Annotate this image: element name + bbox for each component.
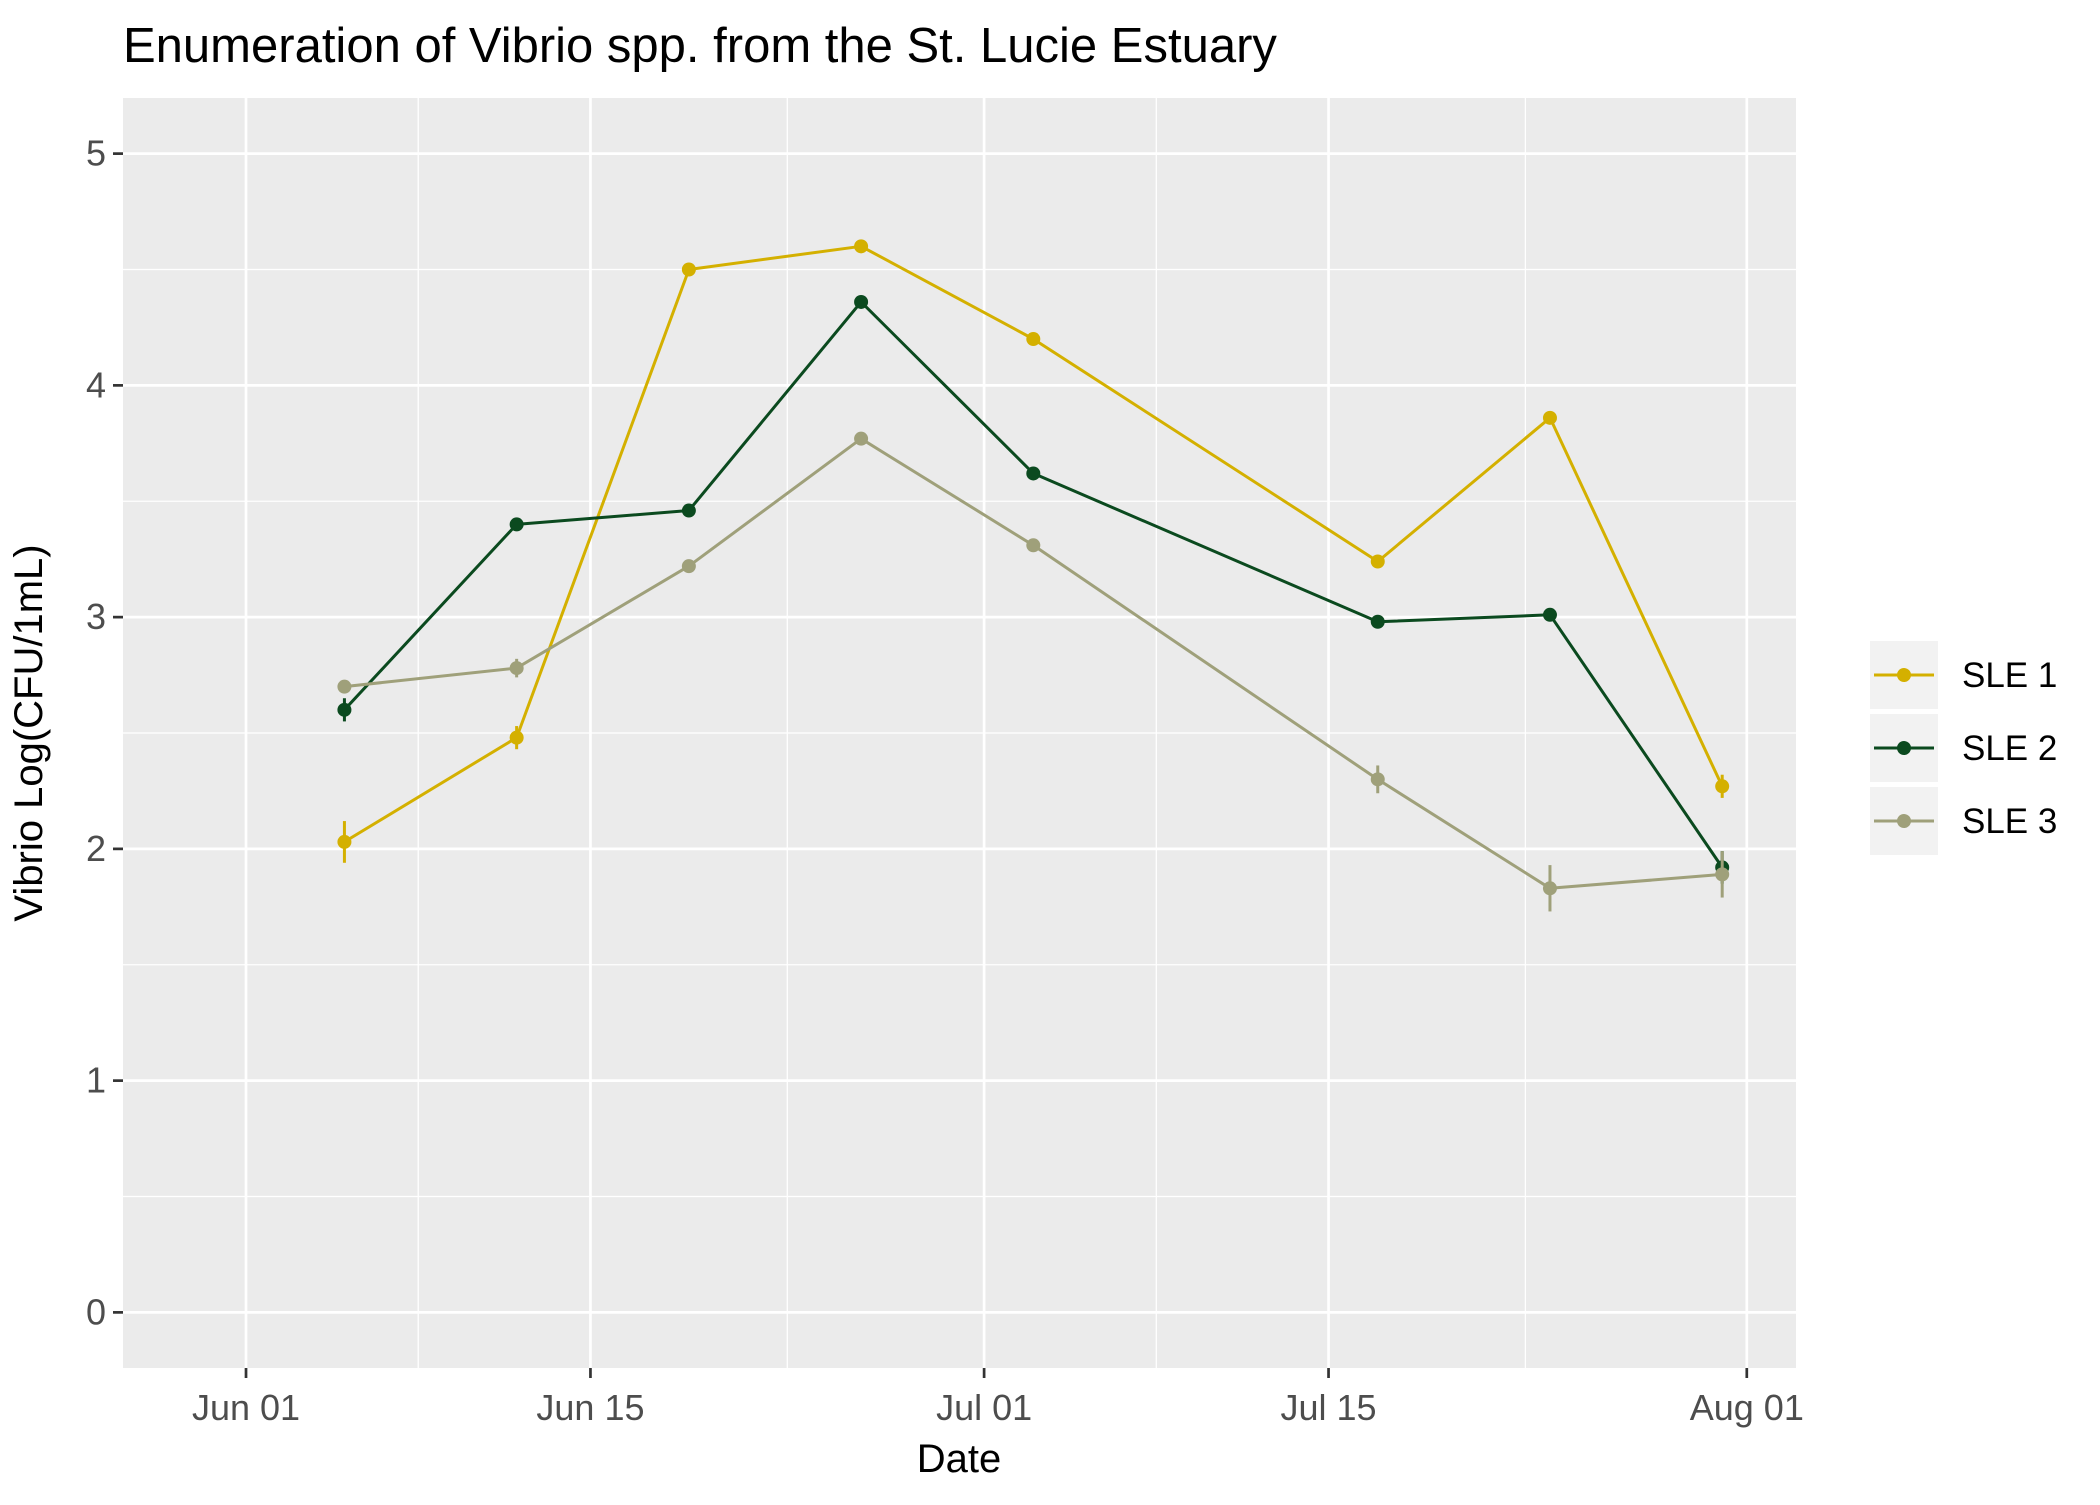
- data-point: [1715, 779, 1730, 794]
- y-tick-label: 1: [86, 1060, 106, 1101]
- data-point: [509, 517, 524, 532]
- data-point: [1542, 607, 1557, 622]
- legend-item-sle-2: SLE 2: [1870, 714, 2057, 782]
- data-point: [1542, 881, 1557, 896]
- y-tick-label: 4: [86, 364, 106, 405]
- data-point: [854, 294, 869, 309]
- legend-key-point: [1897, 741, 1911, 755]
- grid-lines: [123, 98, 1796, 1368]
- legend-label: SLE 2: [1962, 729, 2057, 768]
- data-point: [337, 702, 352, 717]
- legend-item-sle-3: SLE 3: [1870, 787, 2057, 855]
- legend-key-point: [1897, 668, 1911, 682]
- x-tick-label: Jun 01: [192, 1387, 300, 1428]
- y-axis-title: Vibrio Log(CFU/1mL): [7, 544, 51, 921]
- legend-key-point: [1897, 814, 1911, 828]
- axes: 0 1 2 3 4 5 Jun 01 Jun 15 Jul 01 Jul 15 Aug 01: [86, 133, 1804, 1428]
- series-line: [343, 244, 1724, 844]
- y-tick-label: 0: [86, 1291, 106, 1332]
- data-point: [1542, 410, 1557, 425]
- data-point: [337, 679, 352, 694]
- x-tick-label: Aug 01: [1690, 1387, 1804, 1428]
- data-point: [681, 503, 696, 518]
- legend-item-sle-1: SLE 1: [1870, 641, 2057, 709]
- data-point: [1715, 867, 1730, 882]
- data-series: [337, 239, 1730, 912]
- x-tick-label: Jul 15: [1281, 1387, 1377, 1428]
- y-tick-label: 5: [86, 133, 106, 174]
- series-line: [344, 437, 1723, 890]
- data-point: [1026, 538, 1041, 553]
- data-point: [1370, 614, 1385, 629]
- legend: SLE 1 SLE 2 SLE 3: [1870, 641, 2057, 855]
- data-point: [681, 559, 696, 574]
- data-point: [1026, 332, 1041, 347]
- y-tick-label: 3: [86, 596, 106, 637]
- x-tick-label: Jun 15: [536, 1387, 644, 1428]
- data-point: [1370, 772, 1385, 787]
- data-point: [1370, 554, 1385, 569]
- series-line: [343, 300, 1724, 869]
- chart-title: Enumeration of Vibrio spp. from the St. …: [123, 19, 1277, 73]
- x-tick-label: Jul 01: [936, 1387, 1032, 1428]
- data-point: [854, 239, 869, 254]
- data-point: [1026, 466, 1041, 481]
- data-point: [337, 834, 352, 849]
- series-sle-3: [337, 431, 1730, 912]
- legend-label: SLE 3: [1962, 802, 2057, 841]
- y-tick-label: 2: [86, 828, 106, 869]
- x-axis-title: Date: [917, 1437, 1002, 1481]
- data-point: [854, 431, 869, 446]
- legend-label: SLE 1: [1962, 656, 2057, 695]
- series-sle-1: [337, 239, 1730, 863]
- data-point: [509, 661, 524, 676]
- data-point: [681, 262, 696, 277]
- data-point: [509, 730, 524, 745]
